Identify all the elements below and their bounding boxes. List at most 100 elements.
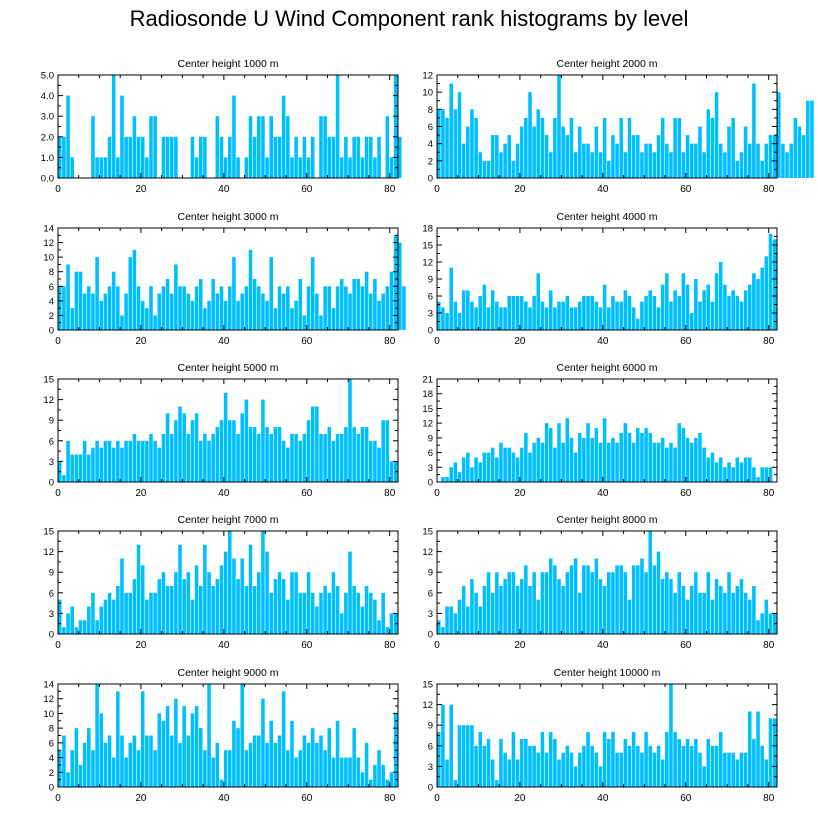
histogram-bar — [445, 606, 449, 634]
histogram-bar — [478, 606, 483, 634]
histogram-bar — [95, 620, 99, 634]
histogram-bar — [590, 572, 594, 634]
histogram-bar — [503, 752, 507, 787]
histogram-bar — [136, 544, 141, 634]
histogram-bar — [269, 720, 274, 787]
histogram-bar — [694, 572, 698, 634]
histogram-bar — [58, 599, 62, 634]
histogram-bar — [277, 735, 282, 787]
histogram-bar — [565, 745, 570, 787]
histogram-bar — [294, 136, 298, 178]
histogram-bar — [248, 116, 253, 178]
histogram-bar — [594, 752, 599, 787]
histogram-bar — [82, 620, 87, 634]
x-tick-label: 80 — [763, 336, 775, 347]
histogram-bar — [273, 742, 278, 787]
histogram-bar — [194, 413, 199, 482]
histogram-bar — [319, 735, 323, 787]
x-tick-label: 80 — [763, 640, 775, 651]
histogram-bar — [768, 467, 773, 482]
histogram-bar — [248, 249, 253, 330]
histogram-bar — [652, 296, 657, 330]
histogram-bar — [190, 713, 195, 787]
histogram-bar — [252, 427, 257, 482]
histogram-bar — [577, 301, 582, 330]
histogram-bar — [623, 423, 628, 482]
histogram-bar — [207, 300, 211, 330]
histogram-bar — [236, 433, 240, 482]
histogram-bar — [331, 572, 336, 634]
histogram-bar — [203, 308, 207, 330]
x-tick-label: 60 — [301, 488, 313, 499]
histogram-bar — [223, 157, 228, 178]
histogram-bar — [772, 718, 777, 787]
histogram-bar — [503, 579, 507, 634]
histogram-bar — [702, 592, 706, 634]
histogram-bar — [178, 286, 182, 330]
y-tick-label: 14 — [43, 680, 54, 691]
histogram-bar — [586, 296, 590, 330]
y-tick-label: 5.0 — [41, 71, 54, 82]
histogram-bar — [474, 592, 478, 634]
histogram-bar — [710, 452, 715, 482]
x-tick-label: 80 — [763, 184, 775, 195]
histogram-bar — [457, 725, 462, 787]
histogram-bar — [806, 100, 810, 178]
histogram-bar — [677, 296, 682, 330]
histogram-bar — [335, 720, 340, 787]
histogram-bar — [594, 558, 599, 634]
histogram-bar — [356, 279, 361, 330]
histogram-bar — [219, 136, 224, 178]
x-tick-label: 40 — [218, 640, 230, 651]
histogram-bar — [62, 286, 66, 330]
histogram-bar — [582, 565, 586, 634]
histogram-bar — [228, 750, 232, 787]
histogram-bar — [561, 301, 565, 330]
histogram-bar — [281, 579, 286, 634]
histogram-bar — [743, 290, 748, 330]
histogram-bar — [615, 301, 619, 330]
histogram-bar — [62, 627, 66, 634]
histogram-bar — [257, 433, 261, 482]
y-tick-label: 6 — [428, 588, 433, 599]
histogram-bar — [368, 136, 373, 178]
histogram-bar — [393, 235, 398, 330]
histogram-bar — [756, 477, 760, 482]
y-tick-label: 10 — [422, 88, 433, 99]
x-tick-label: 80 — [763, 488, 775, 499]
histogram-bar — [145, 308, 149, 330]
histogram-bar — [752, 738, 756, 787]
y-tick-label: 0 — [49, 478, 54, 489]
histogram-bar — [739, 152, 744, 178]
histogram-bar — [252, 735, 257, 787]
histogram-bar — [461, 457, 466, 482]
histogram-bar — [66, 95, 70, 178]
histogram-bar — [640, 301, 644, 330]
histogram-bar — [499, 585, 503, 634]
histogram-bar — [553, 565, 557, 634]
y-tick-label: 12 — [43, 238, 54, 249]
histogram-bar — [756, 143, 760, 178]
histogram-bar — [747, 711, 752, 787]
histogram-bar — [665, 732, 669, 787]
histogram-bar — [548, 732, 553, 787]
histogram-bar — [360, 772, 365, 787]
y-tick-label: 6 — [49, 738, 54, 749]
x-tick-label: 80 — [763, 793, 775, 804]
y-tick-label: 3 — [49, 457, 54, 468]
histogram-bar — [756, 711, 760, 787]
histogram-bar — [486, 452, 491, 482]
histogram-bar — [437, 620, 441, 634]
histogram-bar — [698, 126, 702, 178]
histogram-bar — [723, 284, 727, 330]
histogram-bar — [348, 757, 352, 787]
histogram-bar — [586, 423, 590, 482]
histogram-bar — [561, 585, 565, 634]
histogram-bar — [103, 293, 108, 330]
histogram-bar — [644, 296, 648, 330]
histogram-bar — [495, 301, 499, 330]
histogram-bar — [310, 592, 315, 634]
histogram-bar — [731, 117, 735, 178]
y-tick-label: 9 — [428, 433, 433, 444]
histogram-bar — [445, 477, 449, 482]
